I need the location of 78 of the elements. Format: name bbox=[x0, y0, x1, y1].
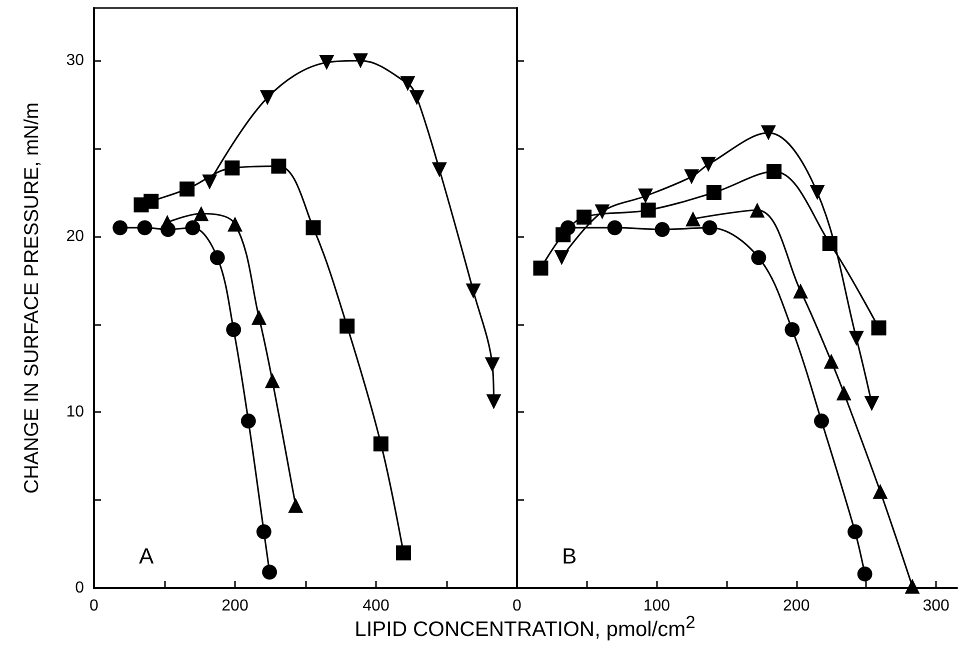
point bbox=[702, 220, 718, 236]
point bbox=[793, 283, 808, 298]
point bbox=[848, 524, 863, 540]
y-tick-label: 0 bbox=[75, 580, 84, 596]
point bbox=[260, 90, 275, 106]
point bbox=[340, 318, 355, 334]
point bbox=[766, 164, 782, 179]
point bbox=[751, 250, 766, 266]
point bbox=[822, 236, 838, 252]
point bbox=[684, 169, 700, 184]
x-tick-label: 0 bbox=[512, 598, 522, 614]
point bbox=[194, 206, 209, 222]
point bbox=[848, 330, 864, 346]
point bbox=[396, 545, 411, 560]
point bbox=[654, 222, 670, 237]
point bbox=[904, 578, 920, 594]
point bbox=[256, 524, 272, 540]
point bbox=[409, 90, 424, 106]
y-tick-label: 30 bbox=[66, 52, 84, 70]
point bbox=[319, 54, 334, 70]
point bbox=[352, 53, 368, 68]
point bbox=[432, 162, 447, 178]
y-axis-title: CHANGE IN SURFACE PRESSURE, mN/m bbox=[21, 102, 43, 494]
point bbox=[706, 185, 722, 200]
point bbox=[638, 188, 654, 204]
point bbox=[836, 385, 852, 400]
y-tick-label: 20 bbox=[66, 228, 84, 245]
annotation: B bbox=[562, 544, 577, 568]
point bbox=[210, 250, 225, 266]
point bbox=[594, 204, 610, 220]
point bbox=[466, 283, 481, 298]
point bbox=[202, 174, 218, 190]
point bbox=[224, 160, 240, 176]
point bbox=[180, 182, 195, 197]
point bbox=[760, 125, 776, 140]
point bbox=[137, 220, 152, 236]
point bbox=[264, 373, 280, 388]
point bbox=[306, 220, 321, 236]
point bbox=[824, 354, 839, 369]
point bbox=[486, 394, 502, 410]
point bbox=[226, 322, 242, 338]
x-axis-title: LIPID CONCENTRATION, pmol/cm$^{2}$ bbox=[354, 612, 696, 641]
point bbox=[864, 396, 880, 411]
point bbox=[262, 564, 278, 580]
x-tick-label: 400 bbox=[362, 598, 390, 614]
point bbox=[185, 220, 200, 236]
point bbox=[144, 194, 159, 209]
point bbox=[814, 414, 830, 429]
point bbox=[556, 227, 571, 242]
point bbox=[607, 220, 622, 236]
point bbox=[872, 484, 888, 499]
point bbox=[700, 156, 716, 172]
x-tick-label: 0 bbox=[90, 598, 99, 614]
point bbox=[228, 216, 242, 232]
point bbox=[810, 185, 825, 200]
point bbox=[484, 357, 500, 372]
x-tick-label: 200 bbox=[783, 598, 810, 614]
point bbox=[112, 220, 128, 236]
point bbox=[784, 322, 800, 338]
point bbox=[871, 320, 886, 336]
point bbox=[271, 158, 286, 174]
point bbox=[750, 202, 765, 218]
x-tick-label: 300 bbox=[922, 598, 950, 614]
y-tick-label: 10 bbox=[66, 404, 84, 421]
point bbox=[240, 414, 256, 429]
point bbox=[640, 202, 656, 218]
point bbox=[373, 436, 388, 452]
point bbox=[533, 260, 548, 276]
point bbox=[554, 250, 570, 266]
x-tick-label: 200 bbox=[222, 598, 248, 614]
annotation: A bbox=[139, 544, 154, 568]
point bbox=[686, 211, 700, 226]
point bbox=[400, 76, 416, 92]
point bbox=[857, 566, 872, 582]
point bbox=[576, 210, 592, 225]
x-tick-label: 100 bbox=[643, 598, 670, 614]
point bbox=[288, 498, 304, 513]
point bbox=[251, 310, 266, 325]
